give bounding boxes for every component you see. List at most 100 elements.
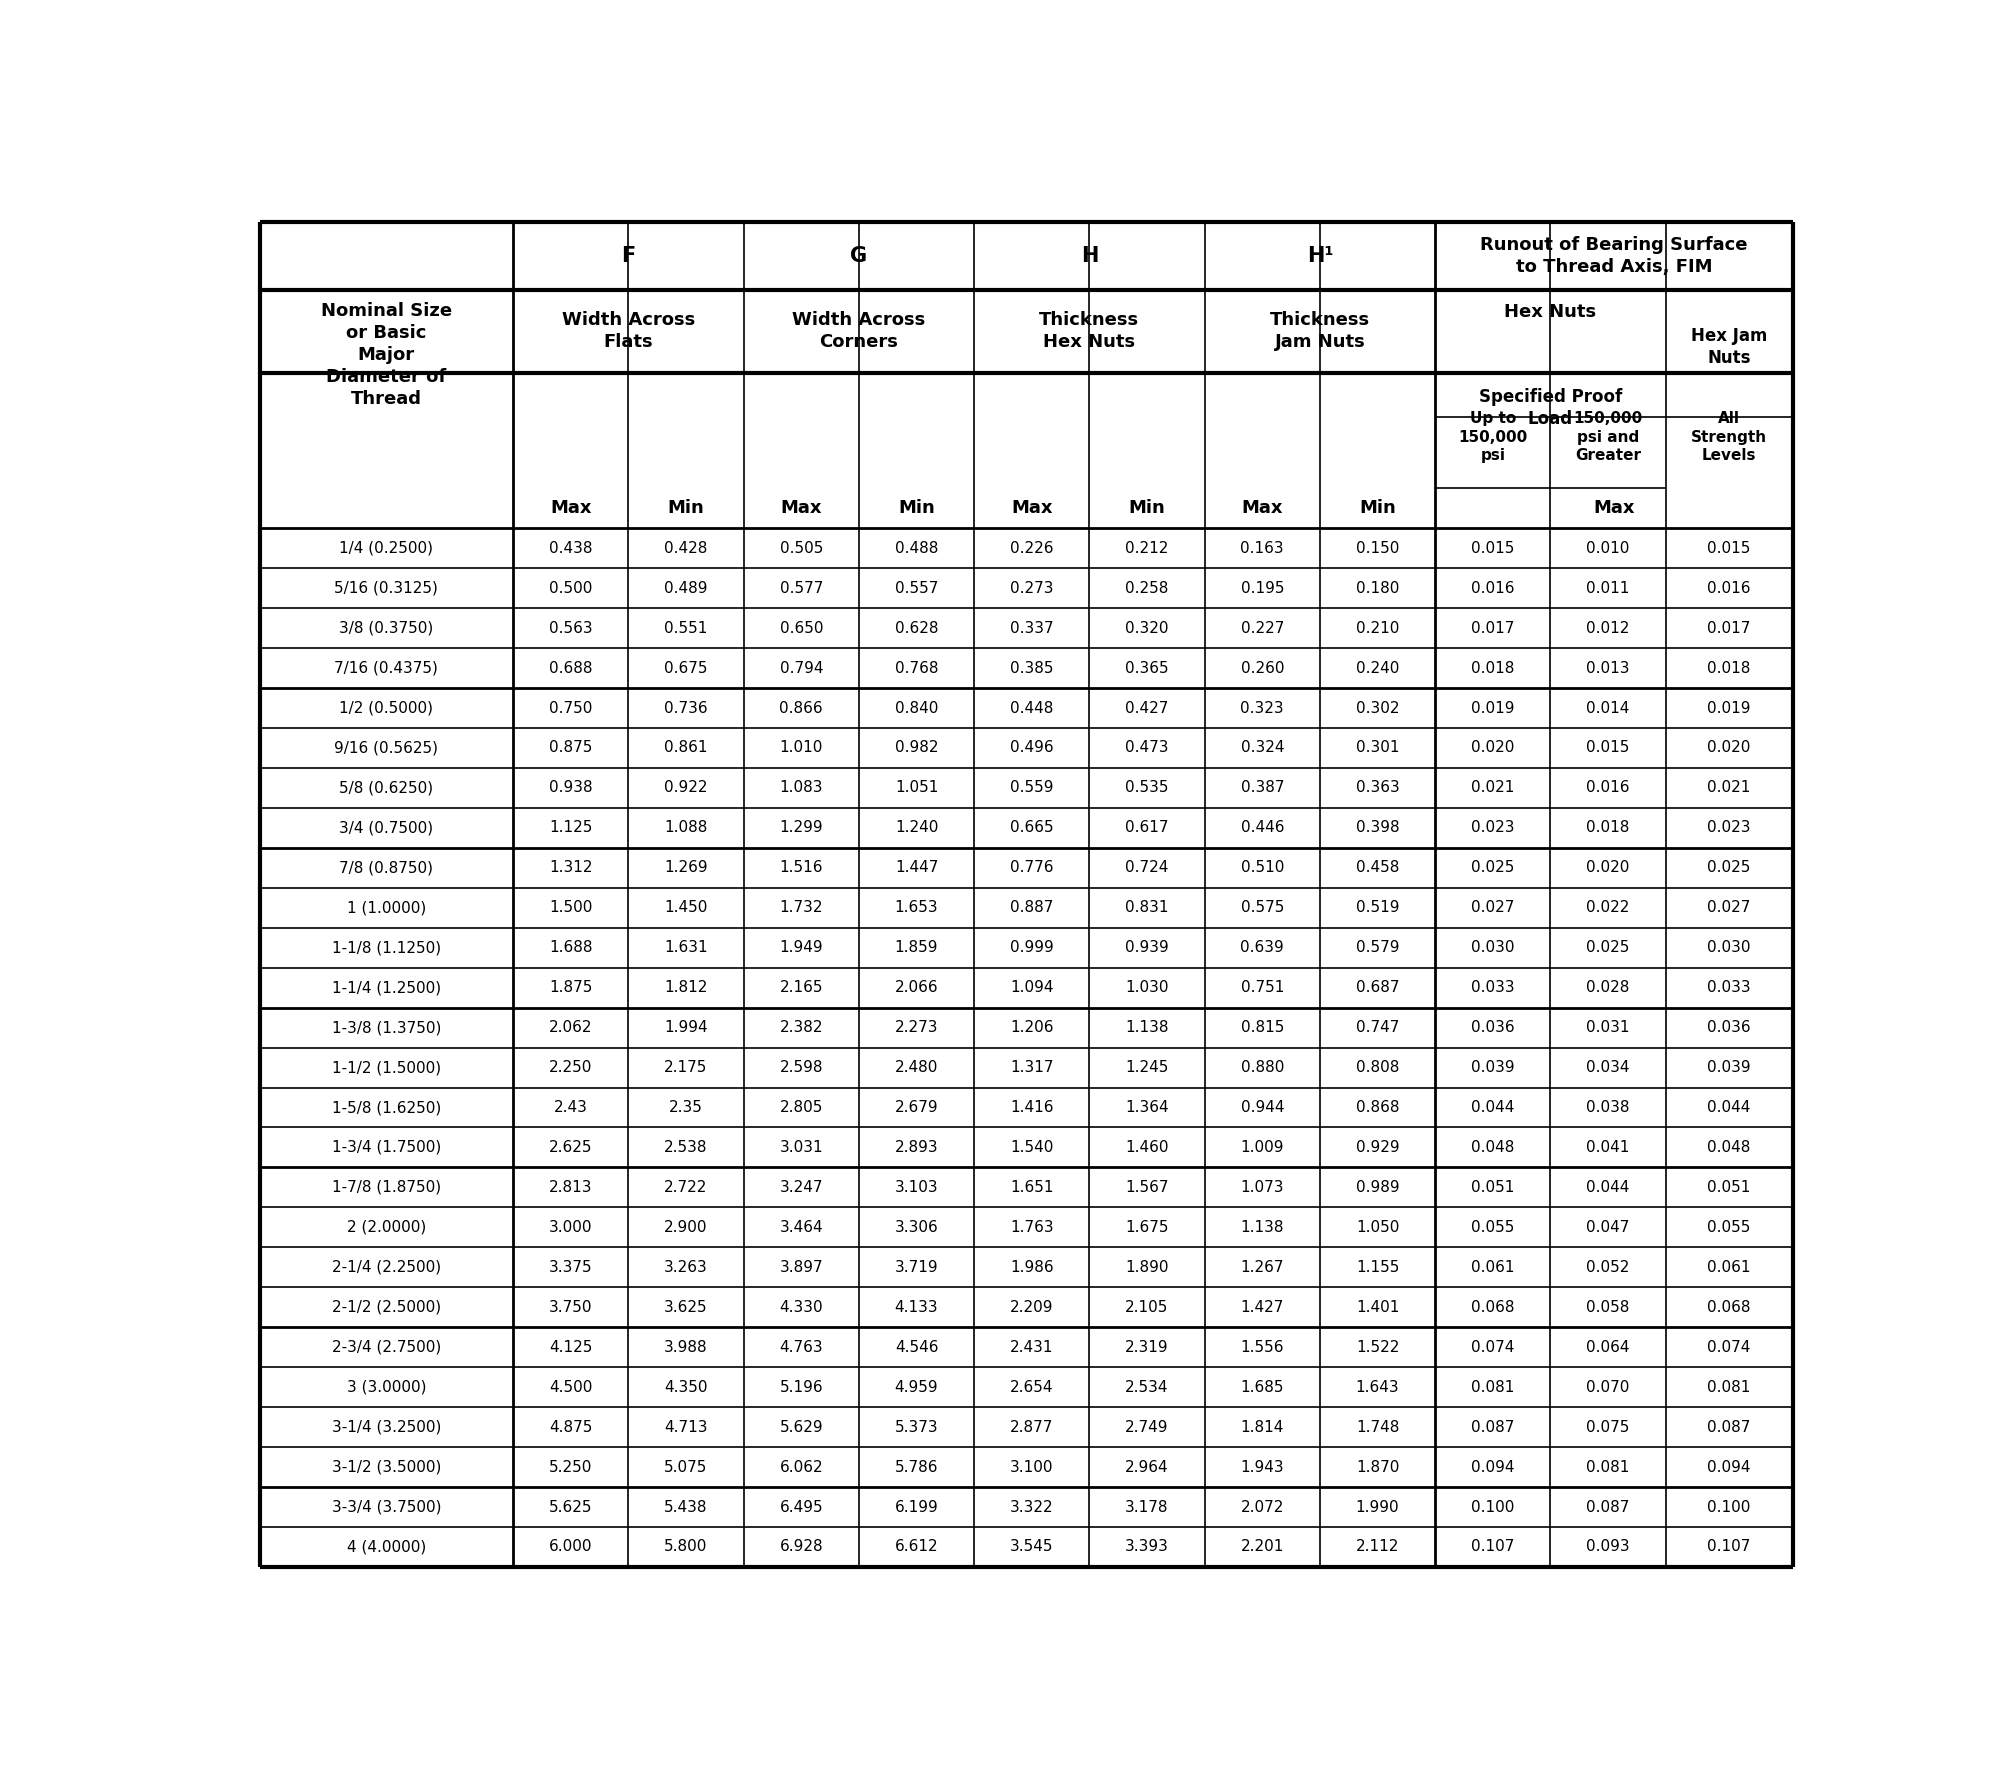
- Text: 0.427: 0.427: [1125, 701, 1169, 715]
- Text: 2.273: 2.273: [895, 1020, 939, 1034]
- Text: 3.988: 3.988: [665, 1339, 709, 1355]
- Text: 0.028: 0.028: [1586, 979, 1630, 995]
- Text: 1-1/4 (1.2500): 1-1/4 (1.2500): [332, 979, 440, 995]
- Text: 0.107: 0.107: [1471, 1539, 1516, 1555]
- Text: G: G: [851, 246, 867, 266]
- Text: 0.273: 0.273: [1011, 581, 1053, 595]
- Text: 5/8 (0.6250): 5/8 (0.6250): [338, 781, 432, 795]
- Text: 2.538: 2.538: [665, 1141, 709, 1155]
- Text: 1.631: 1.631: [665, 940, 709, 955]
- Text: 0.025: 0.025: [1586, 940, 1630, 955]
- Text: 4.500: 4.500: [549, 1380, 593, 1396]
- Text: 1.859: 1.859: [895, 940, 939, 955]
- Text: 0.150: 0.150: [1355, 540, 1399, 556]
- Text: Hex Jam
Nuts: Hex Jam Nuts: [1692, 328, 1768, 367]
- Text: 0.011: 0.011: [1586, 581, 1630, 595]
- Text: 0.087: 0.087: [1471, 1420, 1516, 1435]
- Text: 0.100: 0.100: [1471, 1500, 1516, 1514]
- Text: 1.986: 1.986: [1009, 1259, 1053, 1275]
- Text: 0.320: 0.320: [1125, 620, 1169, 636]
- Text: 0.831: 0.831: [1125, 900, 1169, 916]
- Text: Thickness
Jam Nuts: Thickness Jam Nuts: [1269, 312, 1369, 351]
- Text: 1.651: 1.651: [1011, 1179, 1053, 1195]
- Text: 2.805: 2.805: [779, 1100, 823, 1116]
- Text: 0.025: 0.025: [1708, 861, 1752, 875]
- Text: 0.939: 0.939: [1125, 940, 1169, 955]
- Text: 1.312: 1.312: [549, 861, 593, 875]
- Text: 3.263: 3.263: [665, 1259, 709, 1275]
- Text: 1.051: 1.051: [895, 781, 939, 795]
- Text: 1.688: 1.688: [549, 940, 593, 955]
- Text: Thickness
Hex Nuts: Thickness Hex Nuts: [1039, 312, 1139, 351]
- Text: 0.398: 0.398: [1355, 820, 1399, 836]
- Text: H¹: H¹: [1307, 246, 1333, 266]
- Text: 6.199: 6.199: [895, 1500, 939, 1514]
- Text: 0.363: 0.363: [1355, 781, 1399, 795]
- Text: 5.250: 5.250: [549, 1459, 593, 1475]
- Text: 0.070: 0.070: [1586, 1380, 1630, 1396]
- Text: 1/4 (0.2500): 1/4 (0.2500): [338, 540, 432, 556]
- Text: 1.138: 1.138: [1241, 1220, 1283, 1234]
- Text: 1.460: 1.460: [1125, 1141, 1169, 1155]
- Text: 0.323: 0.323: [1241, 701, 1283, 715]
- Text: 1.540: 1.540: [1011, 1141, 1053, 1155]
- Text: 1.088: 1.088: [665, 820, 707, 836]
- Text: 0.019: 0.019: [1708, 701, 1752, 715]
- Text: 0.041: 0.041: [1586, 1141, 1630, 1155]
- Text: 6.062: 6.062: [779, 1459, 823, 1475]
- Text: 1-5/8 (1.6250): 1-5/8 (1.6250): [332, 1100, 440, 1116]
- Text: 0.021: 0.021: [1708, 781, 1752, 795]
- Text: 9/16 (0.5625): 9/16 (0.5625): [334, 740, 438, 756]
- Text: 0.163: 0.163: [1241, 540, 1283, 556]
- Text: 1.814: 1.814: [1241, 1420, 1283, 1435]
- Text: Min: Min: [1359, 499, 1395, 517]
- Text: 5.075: 5.075: [665, 1459, 707, 1475]
- Text: 2.112: 2.112: [1355, 1539, 1399, 1555]
- Text: 1.364: 1.364: [1125, 1100, 1169, 1116]
- Text: 0.016: 0.016: [1708, 581, 1752, 595]
- Text: 0.212: 0.212: [1125, 540, 1169, 556]
- Text: 2.900: 2.900: [665, 1220, 709, 1234]
- Text: 2.749: 2.749: [1125, 1420, 1169, 1435]
- Text: 0.023: 0.023: [1708, 820, 1752, 836]
- Text: Max: Max: [551, 499, 591, 517]
- Text: 1.010: 1.010: [779, 740, 823, 756]
- Text: 1-3/8 (1.3750): 1-3/8 (1.3750): [332, 1020, 440, 1034]
- Text: 1.050: 1.050: [1355, 1220, 1399, 1234]
- Text: 0.815: 0.815: [1241, 1020, 1283, 1034]
- Text: 1.653: 1.653: [895, 900, 939, 916]
- Text: 0.750: 0.750: [549, 701, 593, 715]
- Text: 1.875: 1.875: [549, 979, 593, 995]
- Text: 1.447: 1.447: [895, 861, 939, 875]
- Text: 2.175: 2.175: [665, 1061, 707, 1075]
- Text: 0.048: 0.048: [1708, 1141, 1752, 1155]
- Text: 3.000: 3.000: [549, 1220, 593, 1234]
- Text: 0.365: 0.365: [1125, 661, 1169, 675]
- Text: 0.840: 0.840: [895, 701, 939, 715]
- Text: 4.350: 4.350: [665, 1380, 709, 1396]
- Text: 0.022: 0.022: [1586, 900, 1630, 916]
- Text: 0.260: 0.260: [1241, 661, 1283, 675]
- Text: 0.551: 0.551: [665, 620, 707, 636]
- Text: 1-7/8 (1.8750): 1-7/8 (1.8750): [332, 1179, 440, 1195]
- Text: 0.982: 0.982: [895, 740, 939, 756]
- Text: 0.258: 0.258: [1125, 581, 1169, 595]
- Text: 3.464: 3.464: [779, 1220, 823, 1234]
- Text: 0.226: 0.226: [1011, 540, 1053, 556]
- Text: F: F: [621, 246, 635, 266]
- Text: 1.870: 1.870: [1355, 1459, 1399, 1475]
- Text: 0.031: 0.031: [1586, 1020, 1630, 1034]
- Text: 3.247: 3.247: [779, 1179, 823, 1195]
- Text: 6.612: 6.612: [895, 1539, 939, 1555]
- Text: 1.812: 1.812: [665, 979, 707, 995]
- Text: 0.039: 0.039: [1708, 1061, 1752, 1075]
- Text: 0.650: 0.650: [779, 620, 823, 636]
- Text: 2.072: 2.072: [1241, 1500, 1283, 1514]
- Text: 0.776: 0.776: [1011, 861, 1053, 875]
- Text: 0.033: 0.033: [1708, 979, 1752, 995]
- Text: 0.301: 0.301: [1355, 740, 1399, 756]
- Text: 4.763: 4.763: [779, 1339, 823, 1355]
- Text: 0.010: 0.010: [1586, 540, 1630, 556]
- Text: 3-1/2 (3.5000): 3-1/2 (3.5000): [332, 1459, 440, 1475]
- Text: 0.944: 0.944: [1241, 1100, 1283, 1116]
